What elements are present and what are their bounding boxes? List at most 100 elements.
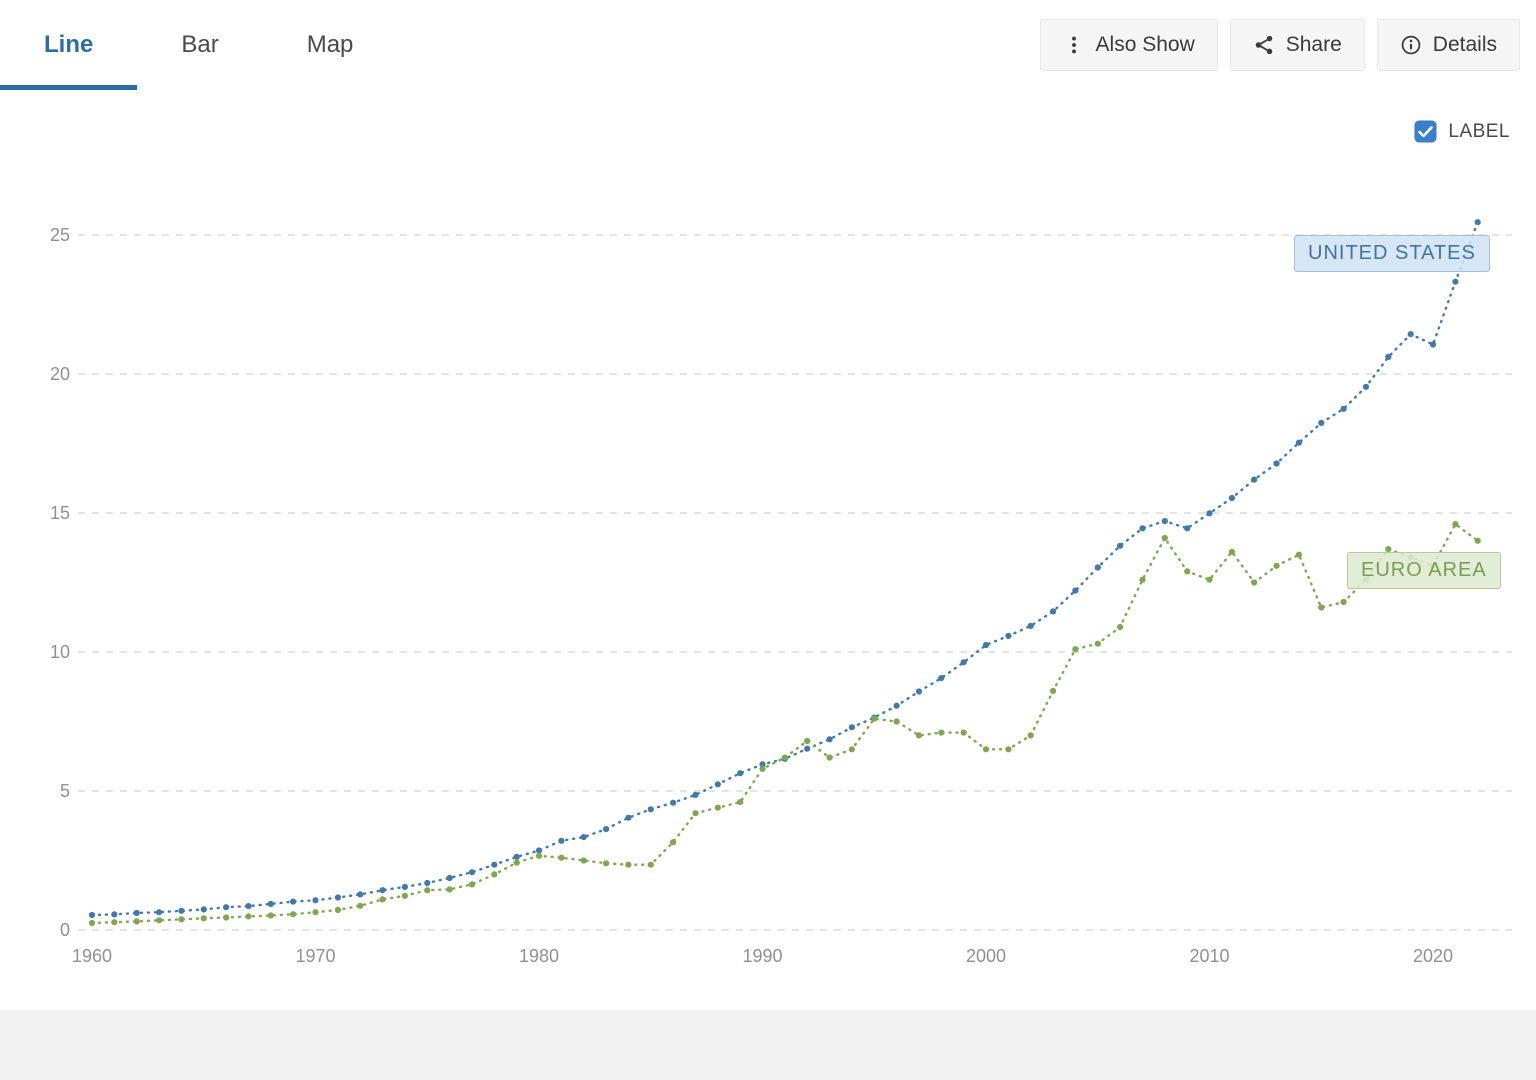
data-point [737,770,744,777]
data-point [893,702,900,709]
tab-line[interactable]: Line [0,0,138,90]
label-toggle[interactable]: LABEL [1414,120,1510,143]
details-button[interactable]: Details [1376,19,1520,71]
data-point [312,897,319,904]
data-point [513,859,520,866]
data-point [468,881,476,888]
label-checkbox-text: LABEL [1448,120,1510,142]
data-point [625,814,632,821]
data-point [446,886,453,893]
also-show-button[interactable]: Also Show [1039,19,1218,71]
toolbar: Also Show Share [1039,19,1520,71]
data-point [178,907,185,914]
data-point [290,898,297,905]
data-point [1050,608,1057,615]
data-point [156,909,163,916]
x-tick-label: 2000 [966,946,1006,966]
data-point [1206,510,1213,517]
data-point [267,912,274,919]
data-point [1005,632,1012,640]
data-point [625,861,632,868]
data-point [401,892,408,899]
details-label: Details [1432,33,1497,56]
data-point [915,732,923,739]
data-point [1094,564,1101,571]
kebab-menu-icon [1063,34,1085,56]
data-point [1139,576,1146,583]
tab-bar[interactable]: Bar [181,31,219,58]
data-point [670,839,677,846]
tab-map[interactable]: Map [306,31,354,58]
data-point [982,641,990,649]
data-point [156,917,163,924]
data-point [759,761,766,768]
data-point [1251,476,1258,483]
data-point [1452,278,1459,285]
data-point [647,806,654,813]
united-states-series-label: UNITED STATES [1294,235,1490,272]
data-point [692,791,699,799]
data-point [223,914,230,921]
data-point [1340,598,1347,606]
data-point [759,765,766,772]
data-point [938,675,945,682]
data-point [535,847,543,854]
x-tick-label: 1960 [72,946,112,966]
label-checkbox[interactable] [1414,120,1437,143]
data-point [737,799,744,806]
data-point [692,810,699,817]
data-point [848,724,856,731]
data-point [513,853,520,861]
data-point [804,737,811,745]
y-tick-label: 15 [50,503,70,523]
data-point [826,754,833,761]
data-point [1184,568,1191,575]
y-tick-label: 20 [50,364,70,384]
data-point [714,804,721,811]
y-tick-label: 5 [60,781,70,801]
data-point [379,896,386,903]
data-point [1474,219,1481,226]
data-point [357,902,364,909]
chart-view-header: Line Bar Map Also Show [0,0,1536,90]
data-point [1385,353,1392,361]
data-point [468,869,476,876]
view-tabs: Line Bar Map [0,0,397,90]
share-button[interactable]: Share [1229,19,1365,71]
data-point [603,826,610,833]
data-point [1050,687,1057,695]
euro-area-series-label: EURO AREA [1347,552,1501,589]
data-point [1139,525,1146,532]
data-point [915,688,923,695]
data-point [1407,331,1414,338]
data-point [804,745,811,752]
data-point [938,729,945,736]
data-point [223,904,230,911]
x-tick-label: 1990 [742,946,782,966]
data-point [1385,546,1392,553]
data-point [1005,746,1012,753]
data-point [1429,341,1437,348]
data-point [1273,460,1280,467]
data-point [1273,562,1280,569]
data-point [111,911,118,918]
data-point [1452,521,1459,528]
data-point [133,909,140,917]
data-point [1184,525,1191,532]
data-point [1117,623,1124,631]
data-point [848,746,856,753]
data-point [111,919,118,926]
data-point [1072,587,1079,594]
line-chart[interactable]: 0 5 10 15 20 25 1960 1970 1980 1990 2000 2010 2020 [0,90,1536,1010]
data-point [379,887,386,894]
data-point [1318,604,1325,611]
x-tick-label: 2020 [1413,946,1453,966]
x-tick-label: 1970 [295,946,335,966]
data-point [424,887,431,894]
y-tick-label: 0 [60,920,70,940]
data-point [1362,383,1370,390]
data-point [826,736,833,743]
data-point [893,718,900,725]
y-tick-label: 10 [50,642,70,662]
data-point [603,860,610,867]
